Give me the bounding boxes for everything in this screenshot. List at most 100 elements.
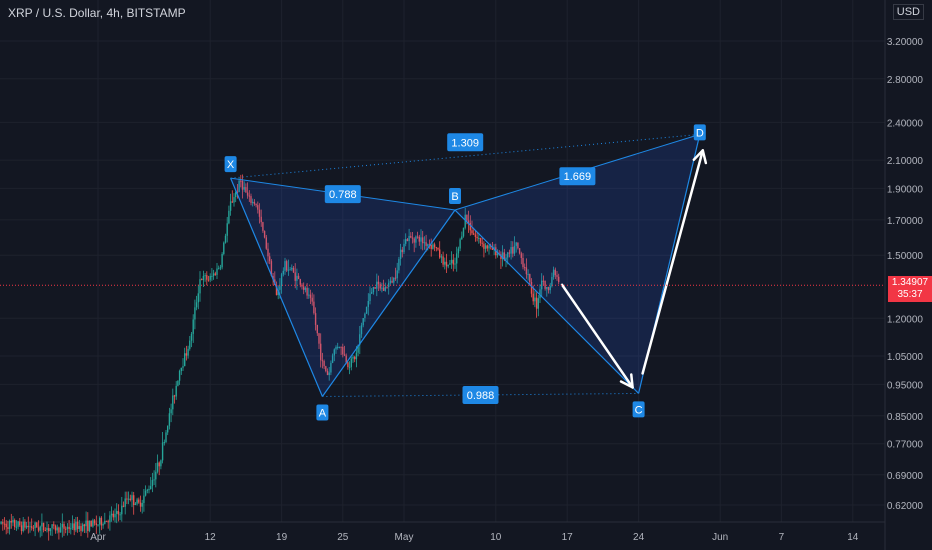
candle-body <box>117 511 120 515</box>
candle-body <box>469 222 471 231</box>
candle-body <box>144 490 147 496</box>
candle-body <box>177 380 179 386</box>
candle-body <box>173 395 176 397</box>
candle-body <box>151 480 154 487</box>
candle-body <box>552 269 555 277</box>
x-tick-label: 14 <box>847 532 859 543</box>
candle-body <box>82 524 84 531</box>
candle-body <box>53 524 55 526</box>
candle-body <box>41 522 43 527</box>
pattern-xd-dotted <box>230 133 700 179</box>
candle-body <box>406 239 409 242</box>
candle-body <box>304 287 307 290</box>
candle-body <box>316 324 318 334</box>
candle-body <box>461 236 463 240</box>
pattern-point-label-bg <box>693 124 706 141</box>
candle-body <box>524 267 526 269</box>
candle-body <box>160 460 162 467</box>
candle-body <box>403 243 405 253</box>
candle-body <box>207 279 210 281</box>
pattern-point-label-b: B <box>451 191 458 203</box>
candle-body <box>444 261 446 265</box>
candle-body <box>394 277 397 279</box>
candle-body <box>211 275 213 277</box>
candle-body <box>178 370 181 381</box>
y-tick-label: 1.70000 <box>887 216 924 227</box>
candle-body <box>425 242 427 246</box>
candle-body <box>270 261 273 277</box>
ratio-label-bg <box>559 167 596 186</box>
candle-body <box>445 261 448 267</box>
candle-body <box>357 344 359 353</box>
candle-body <box>534 297 536 302</box>
candle-body <box>238 180 240 192</box>
candle-body <box>44 529 46 531</box>
candle-body <box>410 235 412 238</box>
pattern-leg <box>321 209 456 397</box>
candle-body <box>190 333 193 341</box>
candle-body <box>153 479 155 481</box>
candle-body <box>423 242 426 244</box>
candle-body <box>318 333 320 344</box>
candle-body <box>2 522 4 524</box>
x-tick-label: 7 <box>779 532 785 543</box>
candle-body <box>510 247 512 254</box>
candle-body <box>333 349 335 356</box>
candle-body <box>75 521 77 531</box>
candle-body <box>48 527 50 532</box>
candle-body <box>292 267 295 273</box>
last-price-tag: 1.34907 35:37 <box>888 276 932 302</box>
candle-body <box>46 527 48 531</box>
candle-body <box>99 517 101 525</box>
candle-body <box>37 527 40 531</box>
candle-body <box>411 237 414 239</box>
candle-body <box>311 297 313 302</box>
candle-body <box>15 526 18 528</box>
y-tick-label: 0.85000 <box>887 412 924 423</box>
candle-body <box>439 249 441 258</box>
y-tick-label: 2.80000 <box>887 75 924 86</box>
currency-label[interactable]: USD <box>892 4 924 20</box>
candle-body <box>386 286 388 288</box>
candle-body <box>180 367 182 371</box>
candle-body <box>214 273 216 275</box>
chart-title: XRP / U.S. Dollar, 4h, BITSTAMP <box>8 6 186 20</box>
candle-body <box>93 520 96 524</box>
candle-body <box>27 525 29 527</box>
candle-body <box>241 180 244 190</box>
candle-body <box>236 191 239 193</box>
x-tick-label: 17 <box>562 532 574 543</box>
candle-body <box>269 256 271 262</box>
candle-body <box>513 245 516 254</box>
candle-body <box>143 495 145 504</box>
candle-body <box>396 270 398 279</box>
candle-body <box>49 528 52 532</box>
candle-body <box>388 282 390 287</box>
candle-body <box>416 236 419 238</box>
x-tick-label: May <box>395 532 414 543</box>
candle-body <box>36 522 38 528</box>
candle-body <box>467 220 470 223</box>
candle-body <box>5 523 7 528</box>
candle-body <box>61 523 63 528</box>
candle-body <box>481 242 483 244</box>
candle-body <box>399 249 402 259</box>
candle-body <box>32 527 35 529</box>
candle-body <box>102 523 104 526</box>
candle-body <box>398 258 400 271</box>
candle-body <box>138 499 140 503</box>
candle-body <box>376 281 378 289</box>
candle-body <box>437 247 439 250</box>
candle-body <box>348 366 351 368</box>
candle-body <box>337 346 339 348</box>
ratio-label: 1.309 <box>451 137 479 149</box>
candle-body <box>457 248 460 254</box>
candle-body <box>547 287 550 291</box>
candle-body <box>223 242 225 254</box>
candle-body <box>221 253 223 268</box>
candle-body <box>537 298 539 309</box>
candle-body <box>204 275 206 277</box>
candle-body <box>71 523 74 529</box>
candle-body <box>131 495 133 500</box>
